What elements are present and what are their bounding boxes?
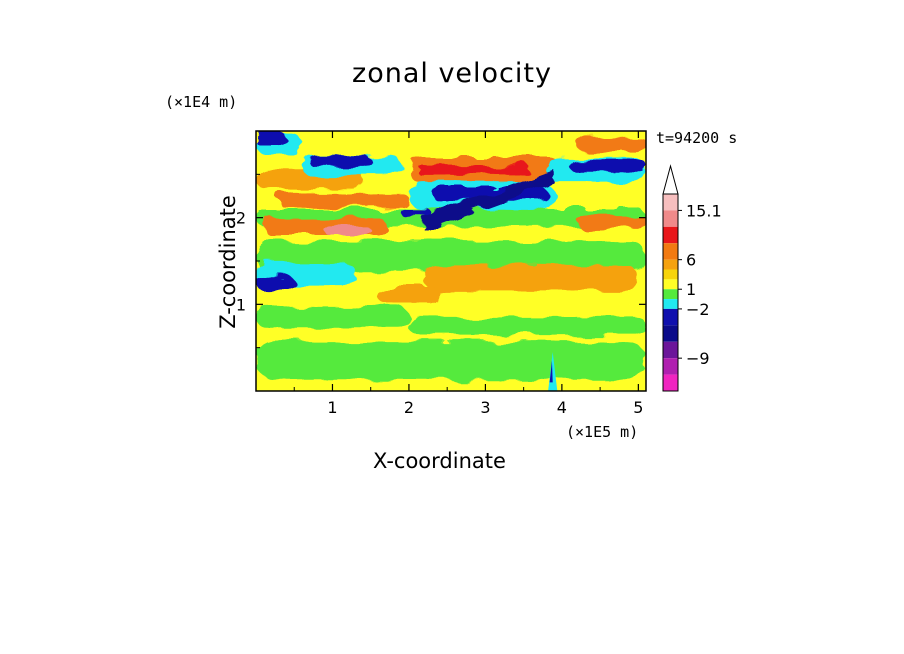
contour-region-0 — [256, 341, 646, 380]
x-tick-label-4: 4 — [557, 398, 567, 417]
colorbar: 15.1 6 1−2 −9 — [662, 164, 722, 392]
colorbar-arrow — [662, 164, 679, 195]
colorbar-level-12 — [663, 341, 678, 359]
y-axis-ticks: 12 — [236, 173, 646, 349]
negative-jet — [424, 170, 555, 231]
x-axis-unit: (×1E5 m) — [566, 423, 639, 441]
contour-region-25 — [324, 226, 371, 235]
contour-region-22 — [256, 275, 295, 290]
contour-region-2 — [408, 317, 646, 335]
contour-region-6 — [378, 287, 440, 305]
x-axis-label: X-coordinate — [373, 449, 506, 473]
colorbar-level-7 — [663, 279, 678, 290]
colorbar-label-2: 1 — [686, 280, 696, 299]
colorbar-level-14 — [663, 374, 678, 391]
chart-title: zonal velocity — [352, 58, 552, 89]
contour-region-24 — [416, 165, 532, 175]
colorbar-frame — [662, 193, 679, 392]
terrain-spike-core — [549, 360, 553, 383]
x-tick-label-3: 3 — [480, 398, 490, 417]
contour-region-18 — [256, 131, 287, 148]
x-axis-ticks: 1 2 3 4 5 — [293, 131, 643, 417]
colorbar-label-4: −9 — [686, 349, 710, 368]
colorbar-label-0: 15.1 — [686, 201, 722, 220]
x-tick-label-2: 2 — [404, 398, 414, 417]
colorbar-level-6 — [663, 269, 678, 280]
contour-region-5 — [424, 265, 639, 292]
contour-region-11 — [278, 193, 409, 208]
contour-region-21 — [569, 159, 646, 172]
colorbar-level-8 — [663, 289, 678, 300]
contour-region-1 — [256, 306, 409, 328]
colorbar-label-3: −2 — [686, 300, 710, 319]
colorbar-level-10 — [663, 308, 678, 326]
y-axis-unit: (×1E4 m) — [165, 93, 238, 111]
time-label: t=94200 s — [656, 129, 738, 147]
y-tick-label-1: 1 — [236, 295, 246, 314]
contour-region-3 — [256, 241, 646, 273]
colorbar-level-3 — [663, 226, 678, 244]
colorbar-level-1 — [663, 194, 678, 211]
y-tick-label-2: 2 — [236, 209, 246, 228]
colorbar-level-2 — [663, 210, 678, 227]
contour-region-23 — [401, 209, 432, 217]
contour-region-9 — [577, 215, 646, 229]
colorbar-label-1: 6 — [686, 251, 696, 270]
colorbar-level-13 — [663, 358, 678, 375]
x-tick-label-1: 1 — [327, 398, 337, 417]
colorbar-level-11 — [663, 325, 678, 342]
contour-region-16 — [577, 135, 646, 153]
colorbar-level-4 — [663, 243, 678, 260]
colorbar-level-9 — [663, 299, 678, 309]
x-tick-label-5: 5 — [633, 398, 643, 417]
colorbar-level-5 — [663, 259, 678, 270]
contour-field — [256, 131, 646, 391]
contour-region-19 — [309, 155, 371, 168]
